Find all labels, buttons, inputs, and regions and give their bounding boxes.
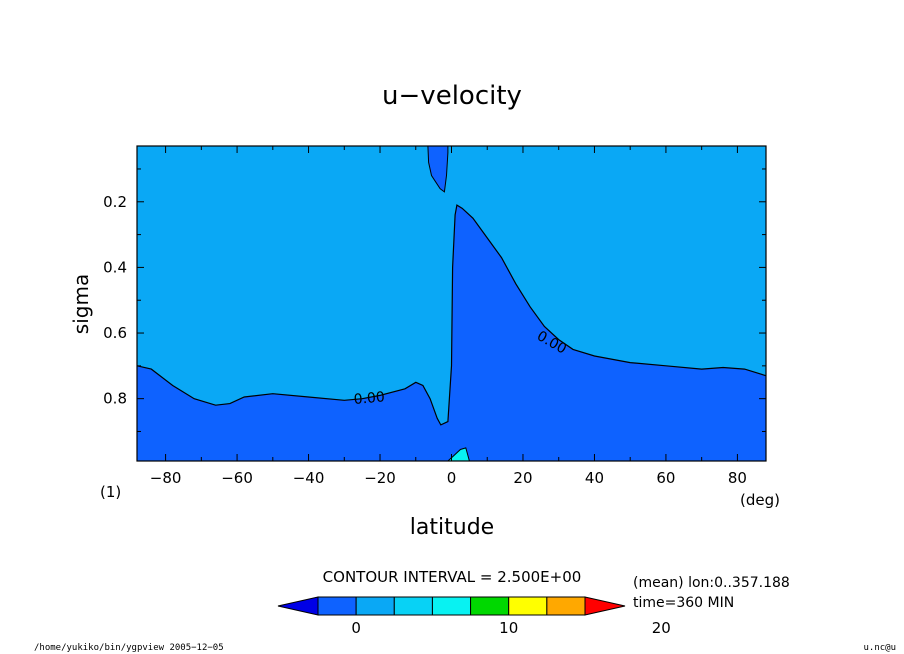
x-tick-label: 20 — [513, 469, 532, 487]
colorbar-tick-labels: 0 10 20 — [351, 619, 670, 637]
colorbar-segment — [508, 596, 548, 616]
zero-contour-line — [137, 204, 766, 426]
colorbar-tick-label: 20 — [652, 619, 671, 637]
x-tick-label: 0 — [447, 469, 457, 487]
x-tick-label: −40 — [293, 469, 325, 487]
x-axis-unit: (deg) — [740, 491, 780, 509]
colorbar-segment — [546, 596, 586, 616]
footer-variable: u.nc@u — [863, 643, 896, 653]
x-tick-label: 40 — [585, 469, 604, 487]
colorbar-tick-label: 10 — [499, 619, 518, 637]
colorbar-segment — [355, 596, 395, 616]
x-tick-label: 60 — [656, 469, 675, 487]
contour-interval-text: CONTOUR INTERVAL = 2.500E+00 — [323, 568, 582, 586]
annotation-longitude: (mean) lon:0..357.188 — [633, 575, 790, 591]
colorbar-tick-label: 0 — [351, 619, 361, 637]
y-tick-label: 0.8 — [103, 390, 127, 408]
negative-region-fill — [137, 205, 766, 461]
y-tick-label: 0.6 — [103, 324, 127, 342]
surface-positive-region — [447, 447, 470, 461]
x-axis-label: latitude — [410, 515, 494, 540]
colorbar-segment — [317, 596, 357, 616]
x-tick-label: −60 — [221, 469, 253, 487]
y-axis-label: sigma — [69, 274, 93, 334]
upper-negative-region — [427, 146, 449, 193]
chart-title: u−velocity — [382, 81, 522, 111]
colorbar-segment — [470, 596, 510, 616]
footer-path: /home/yukiko/bin/ygpview 2005−12−05 — [34, 643, 224, 653]
x-tick-label: −20 — [364, 469, 396, 487]
plot-area — [137, 146, 766, 461]
annotation-time: time=360 MIN — [633, 595, 734, 611]
y-axis-ticks: 0.2 0.4 0.6 0.8 — [103, 168, 766, 432]
y-tick-label: 0.4 — [103, 258, 127, 276]
contour-label: 0.00 — [353, 389, 385, 408]
colorbar — [277, 596, 626, 616]
x-tick-label: 80 — [728, 469, 747, 487]
x-axis-ticks: −80 −60 −40 −20 0 20 40 60 80 — [150, 146, 747, 487]
colorbar-segment — [393, 596, 433, 616]
y-tick-label: 0.2 — [103, 193, 127, 211]
colorbar-segment — [431, 596, 472, 616]
y-axis-unit: (1) — [100, 483, 121, 501]
colorbar-right-arrow — [584, 596, 626, 616]
colorbar-left-arrow — [277, 596, 319, 616]
x-tick-label: −80 — [150, 469, 182, 487]
